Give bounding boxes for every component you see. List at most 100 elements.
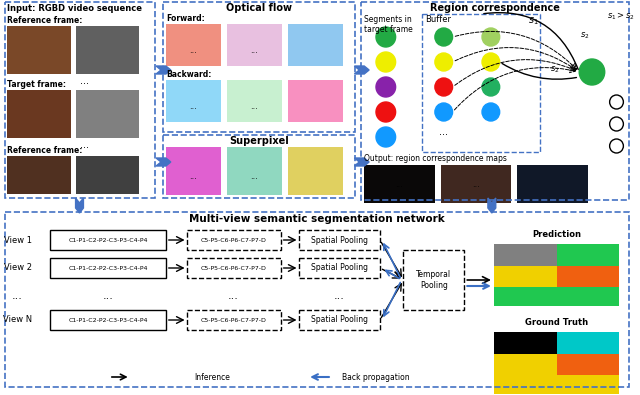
Bar (50, 230, 166, 250)
Text: Back propagation: Back propagation (342, 372, 409, 382)
Circle shape (579, 59, 605, 85)
Text: Target frame:: Target frame: (7, 80, 66, 89)
Text: ...: ... (102, 291, 113, 301)
Bar (300, 230, 380, 250)
Bar (166, 147, 221, 195)
Text: Spatial Pooling: Spatial Pooling (311, 263, 368, 273)
Text: Superpixel: Superpixel (229, 136, 289, 146)
Bar (5, 2, 155, 198)
Text: Spatial Pooling: Spatial Pooling (311, 316, 368, 325)
Bar (227, 24, 282, 66)
Circle shape (376, 52, 396, 72)
Text: C5-P5-C6-P6-C7-P7-D: C5-P5-C6-P6-C7-P7-D (201, 318, 267, 322)
Bar (494, 288, 620, 306)
Text: Input: RGBD video sequence: Input: RGBD video sequence (7, 4, 142, 13)
Text: ...: ... (228, 291, 239, 301)
Text: Output: region correspondence maps: Output: region correspondence maps (364, 154, 507, 163)
Bar (5, 212, 629, 387)
Bar (300, 258, 380, 278)
Bar (287, 24, 342, 66)
Bar (166, 80, 221, 122)
Bar (163, 135, 355, 198)
Text: ...: ... (250, 102, 258, 111)
Text: C5-P5-C6-P6-C7-P7-D: C5-P5-C6-P6-C7-P7-D (201, 237, 267, 243)
Circle shape (435, 103, 452, 121)
Text: ...: ... (439, 127, 448, 137)
Bar (188, 230, 281, 250)
Bar (557, 354, 620, 375)
Text: Prediction: Prediction (532, 230, 581, 239)
Text: ...: ... (250, 171, 258, 181)
Circle shape (376, 102, 396, 122)
Text: Inference: Inference (195, 372, 230, 382)
Bar (422, 14, 540, 152)
Bar (163, 2, 355, 132)
Bar (494, 244, 557, 266)
Polygon shape (355, 158, 369, 166)
Text: Buffer: Buffer (425, 15, 451, 24)
Text: View 2: View 2 (4, 263, 31, 273)
Text: $s_1 > s_2$: $s_1 > s_2$ (607, 10, 635, 21)
Bar (227, 147, 282, 195)
Text: Temporal
Pooling: Temporal Pooling (417, 270, 451, 290)
Bar (403, 250, 465, 310)
Polygon shape (355, 66, 369, 74)
Text: Segments in
target frame: Segments in target frame (364, 15, 413, 34)
Bar (494, 332, 557, 354)
Text: ...: ... (189, 102, 197, 111)
Circle shape (376, 127, 396, 147)
Bar (7, 26, 70, 74)
Text: C5-P5-C6-P6-C7-P7-D: C5-P5-C6-P6-C7-P7-D (201, 265, 267, 271)
Text: Region correspondence: Region correspondence (430, 3, 560, 13)
Text: Forward:: Forward: (166, 14, 205, 23)
Polygon shape (76, 198, 83, 213)
Bar (557, 266, 620, 288)
Bar (7, 90, 70, 138)
Circle shape (435, 28, 452, 46)
Circle shape (435, 78, 452, 96)
Bar (287, 80, 342, 122)
Text: Backward:: Backward: (166, 70, 211, 79)
Bar (76, 156, 140, 194)
Bar (494, 375, 620, 394)
Circle shape (376, 77, 396, 97)
Bar (188, 310, 281, 330)
Bar (287, 147, 342, 195)
Bar (364, 165, 435, 203)
Circle shape (376, 27, 396, 47)
Polygon shape (488, 198, 496, 213)
Text: ...: ... (81, 140, 90, 150)
Circle shape (435, 53, 452, 71)
Text: $s_2$: $s_2$ (550, 64, 559, 75)
Bar (361, 2, 629, 200)
Text: Reference frame:: Reference frame: (7, 146, 82, 155)
Circle shape (482, 103, 500, 121)
Text: C1-P1-C2-P2-C3-P3-C4-P4: C1-P1-C2-P2-C3-P3-C4-P4 (68, 318, 148, 322)
Text: View N: View N (3, 316, 32, 325)
Circle shape (482, 53, 500, 71)
Text: Reference frame:: Reference frame: (7, 16, 82, 25)
Bar (494, 266, 557, 288)
Text: Multi-view semantic segmentation network: Multi-view semantic segmentation network (189, 214, 445, 224)
Text: View 1: View 1 (4, 235, 31, 245)
Bar (7, 156, 70, 194)
Bar (494, 354, 557, 375)
Text: ...: ... (189, 171, 197, 181)
Bar (76, 26, 140, 74)
Bar (188, 258, 281, 278)
Text: ...: ... (472, 179, 480, 188)
Bar (441, 165, 511, 203)
Bar (517, 165, 588, 203)
Bar (300, 310, 380, 330)
Bar (166, 24, 221, 66)
Bar (76, 90, 140, 138)
Bar (50, 258, 166, 278)
Text: C1-P1-C2-P2-C3-P3-C4-P4: C1-P1-C2-P2-C3-P3-C4-P4 (68, 237, 148, 243)
Text: $s_1$: $s_1$ (528, 15, 538, 27)
Text: C1-P1-C2-P2-C3-P3-C4-P4: C1-P1-C2-P2-C3-P3-C4-P4 (68, 265, 148, 271)
Text: ...: ... (334, 291, 345, 301)
Text: Ground Truth: Ground Truth (525, 318, 588, 327)
Bar (227, 80, 282, 122)
Text: ...: ... (250, 45, 258, 55)
Text: Spatial Pooling: Spatial Pooling (311, 235, 368, 245)
